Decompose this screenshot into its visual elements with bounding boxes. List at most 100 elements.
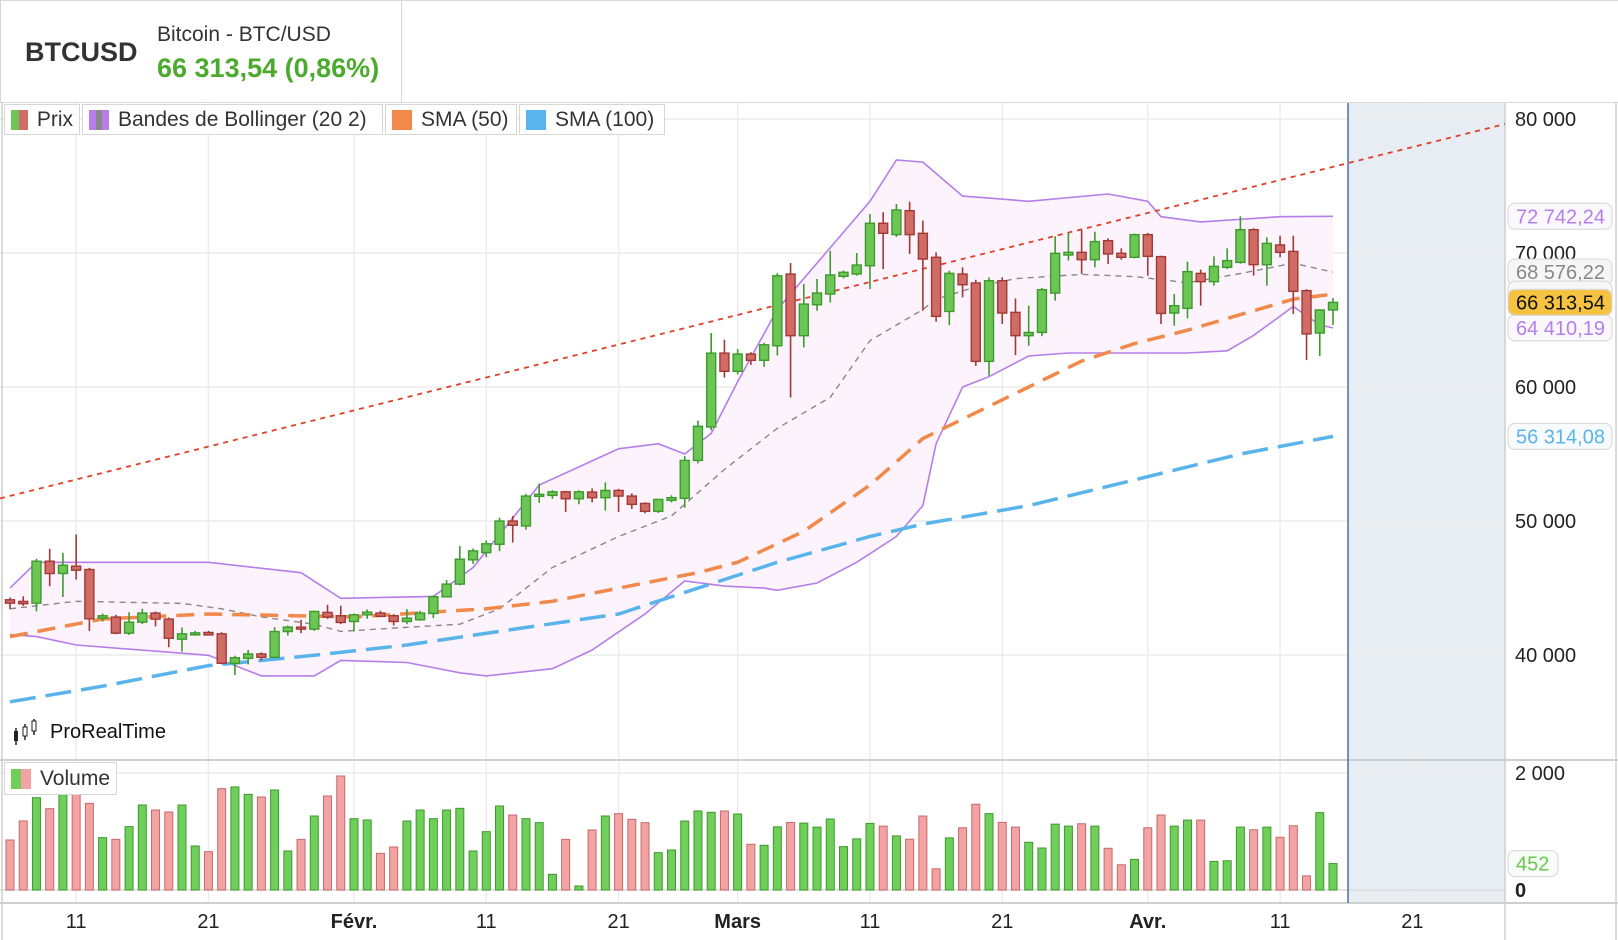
candle [1195, 269, 1206, 306]
volume-bar [495, 805, 505, 891]
candle-body [256, 653, 267, 658]
candle-body [970, 282, 981, 363]
candle-body [216, 633, 227, 665]
candle [1301, 289, 1312, 361]
candle [137, 608, 148, 625]
volume-bar [931, 868, 941, 891]
candle-body [877, 222, 889, 235]
candle [1036, 287, 1048, 337]
prorealtime-logo: ProRealTime [12, 718, 166, 746]
volume-bar [323, 795, 333, 891]
volume-bar [852, 838, 862, 891]
date-axis-label: Mars [714, 911, 761, 933]
legend-bollinger[interactable]: Bandes de Bollinger (20 2) [82, 104, 383, 135]
candle [123, 612, 135, 635]
candle [626, 493, 638, 509]
candle-body [1274, 244, 1286, 254]
volume-bar [1315, 812, 1325, 891]
volume-bar [1235, 826, 1245, 891]
legend-volume[interactable]: Volume [4, 762, 117, 795]
candle-body [335, 615, 346, 624]
candle [1208, 256, 1220, 286]
candle-body [1102, 239, 1114, 255]
volume-bar [177, 804, 187, 891]
date-axis-label: Avr. [1129, 911, 1166, 933]
candle [560, 490, 571, 513]
candle-body [428, 596, 439, 615]
candle [600, 482, 611, 511]
candle-body [295, 626, 307, 630]
volume-bar [481, 831, 491, 891]
volume-bar [693, 810, 703, 891]
volume-bar [905, 838, 915, 891]
candle-body [983, 280, 995, 363]
instrument-name: Bitcoin - BTC/USD [157, 23, 331, 46]
candle-body [825, 274, 836, 295]
candle [520, 493, 532, 530]
volume-bar [891, 835, 901, 891]
future-zone [1348, 103, 1505, 903]
candle-body [772, 275, 783, 347]
volume-bar [230, 786, 240, 891]
volume-bar [111, 838, 121, 891]
candle [150, 611, 161, 627]
volume-bar [984, 813, 994, 891]
volume-bar [508, 814, 518, 891]
candle [110, 614, 122, 635]
volume-bar [574, 885, 584, 891]
volume-bar [256, 796, 266, 891]
volume-bar [415, 809, 425, 891]
bollinger-swatch-icon [89, 109, 110, 130]
date-axis-label: 21 [607, 911, 629, 933]
candle [1023, 305, 1034, 346]
bollinger-lower-line [9, 305, 1334, 677]
volume-bar [5, 839, 15, 891]
candle [375, 610, 386, 618]
volume-bar [944, 837, 954, 891]
price-tag-label: 72 742,24 [1516, 206, 1605, 228]
candle-body [309, 610, 320, 630]
candle-body [84, 568, 95, 620]
price-tag [1507, 202, 1613, 230]
candle-body [1010, 311, 1021, 337]
price-tag-label: 68 576,22 [1516, 262, 1605, 284]
sma100-line [9, 434, 1334, 704]
volume-bar [1288, 825, 1298, 891]
price-value: 66 313,54 [157, 53, 278, 83]
price-axis-label: 50 000 [1515, 511, 1576, 533]
candle-body [467, 550, 479, 561]
candle-body [322, 611, 333, 618]
candle [613, 488, 624, 513]
candle [481, 540, 492, 558]
candle-body [653, 498, 664, 513]
candle-body [1208, 265, 1220, 283]
volume-bar [733, 813, 743, 891]
volume-bar [1262, 826, 1272, 891]
candle-body [190, 632, 201, 636]
candle-body [719, 352, 730, 373]
legend-prix[interactable]: Prix [4, 104, 80, 135]
price-change: (0,86%) [284, 53, 380, 83]
candle [414, 610, 426, 621]
volume-bar [865, 822, 875, 891]
volume-tag-label: 452 [1516, 854, 1549, 876]
symbol-ticker: BTCUSD [25, 37, 138, 67]
candle [190, 630, 201, 636]
candle [441, 579, 452, 598]
candle [692, 420, 704, 464]
candle-body [414, 612, 426, 621]
volume-bar [1143, 827, 1153, 891]
volume-bar [746, 843, 756, 891]
candle [1155, 255, 1167, 325]
legend-sma50[interactable]: SMA (50) [385, 104, 517, 135]
candle [997, 277, 1008, 325]
volume-swatch-icon [11, 768, 31, 789]
price-axis-label: 60 000 [1515, 377, 1576, 399]
candle [639, 502, 651, 514]
candle [44, 548, 55, 587]
volume-bar [1063, 825, 1073, 891]
candle [4, 597, 16, 610]
candle [1142, 232, 1153, 276]
legend-sma100[interactable]: SMA (100) [519, 104, 665, 135]
